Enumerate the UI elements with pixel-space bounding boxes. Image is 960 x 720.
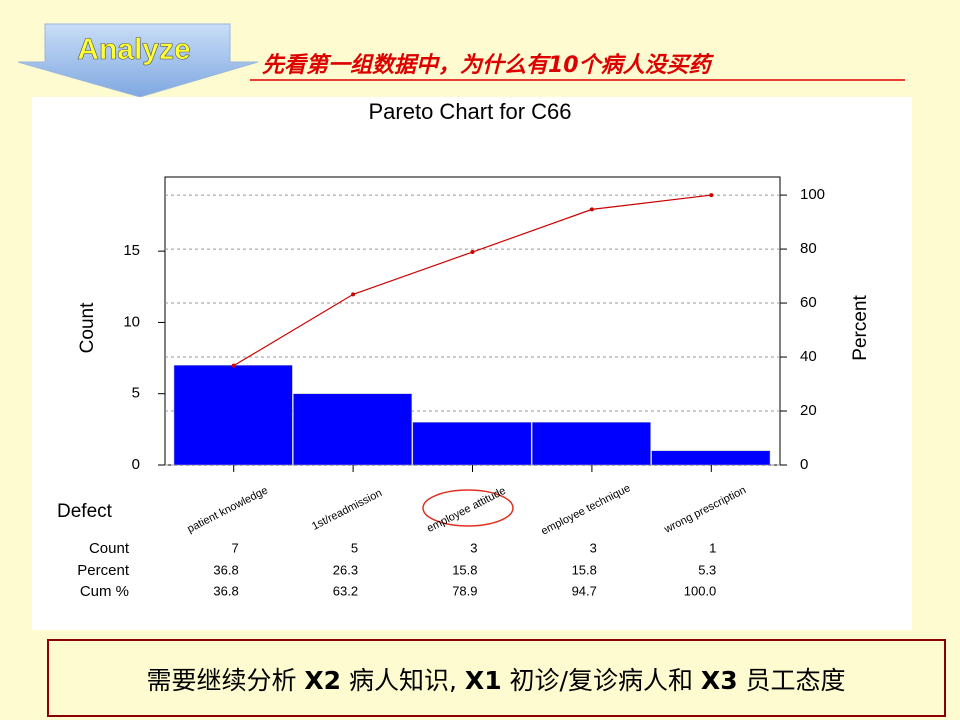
- table-cell: 3: [470, 540, 477, 555]
- footer-box: [47, 639, 946, 717]
- table-cell: 1: [709, 540, 716, 555]
- footer-part: X3: [701, 666, 738, 695]
- bar: [651, 450, 771, 466]
- table-cell: 63.2: [333, 583, 358, 598]
- table-cell: 5.3: [698, 562, 716, 577]
- footer-part: X2: [304, 666, 341, 695]
- cumulative-point: [351, 292, 356, 297]
- table-cell: 100.0: [684, 583, 717, 598]
- chart: Pareto Chart for C66 Count Percent Defec…: [57, 99, 871, 600]
- table-row-label: Count: [89, 540, 130, 557]
- bar: [173, 364, 293, 466]
- chart-panel: [32, 97, 912, 630]
- y2-tick-label: 0: [800, 456, 808, 473]
- footer-part: 初诊/复诊病人和: [502, 666, 701, 695]
- tag-text: Analyze: [77, 33, 190, 66]
- y2-tick-label: 80: [800, 240, 817, 257]
- table-cell: 15.8: [452, 562, 477, 577]
- footer-part: X1: [465, 666, 502, 695]
- y2-tick-label: 100: [800, 186, 825, 203]
- bar: [531, 421, 651, 466]
- y-tick-label: 5: [132, 385, 140, 402]
- table-cell: 94.7: [572, 583, 597, 598]
- y2-tick-label: 40: [800, 348, 817, 365]
- table-row-label: Cum %: [80, 583, 129, 600]
- chart-title: Pareto Chart for C66: [369, 99, 572, 124]
- table-cell: 5: [351, 540, 358, 555]
- x-axis-label: Defect: [57, 501, 113, 522]
- table-row-label: Percent: [77, 562, 130, 579]
- table-cell: 7: [231, 540, 238, 555]
- bar: [412, 421, 532, 466]
- footer-part: 需要继续分析: [146, 666, 304, 695]
- table-cell: 36.8: [213, 583, 238, 598]
- table-cell: 78.9: [452, 583, 477, 598]
- highlight-circle: [422, 489, 514, 527]
- cumulative-point: [709, 193, 714, 198]
- cumulative-point: [470, 250, 475, 255]
- footer-text: 需要继续分析 X2 病人知识, X1 初诊/复诊病人和 X3 员工态度: [146, 666, 845, 695]
- tag-arrow: [17, 23, 259, 98]
- y-axis-label: Count: [77, 302, 98, 353]
- bar: [293, 393, 413, 466]
- y2-tick-label: 60: [800, 294, 817, 311]
- y2-axis-label: Percent: [850, 295, 871, 361]
- y-tick-label: 15: [123, 242, 140, 259]
- cumulative-point: [589, 207, 594, 212]
- footer-part: 病人知识,: [341, 666, 465, 695]
- table-cell: 26.3: [333, 562, 358, 577]
- table-cell: 15.8: [572, 562, 597, 577]
- table-cell: 36.8: [213, 562, 238, 577]
- footer-part: 员工态度: [738, 666, 846, 695]
- y2-tick-label: 20: [800, 402, 817, 419]
- y-tick-label: 10: [123, 313, 140, 330]
- y-tick-label: 0: [132, 456, 140, 473]
- table-cell: 3: [590, 540, 597, 555]
- heading: 先看第一组数据中，为什么有10个病人没买药: [262, 52, 715, 78]
- cumulative-point: [231, 363, 236, 368]
